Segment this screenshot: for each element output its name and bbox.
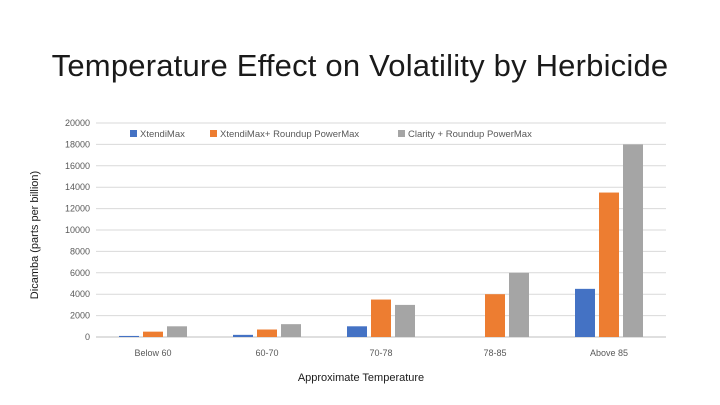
bar-xtendimax-4 — [575, 288, 595, 337]
bar-clarity-roundup-powermax-4 — [623, 144, 643, 337]
x-tick-label: 60-70 — [255, 348, 278, 358]
x-tick-label: Above 85 — [590, 348, 628, 358]
bar-xtendimax-2 — [347, 326, 367, 337]
legend-label: XtendiMax — [140, 129, 185, 140]
bar-xtendimax-roundup-powermax-1 — [257, 329, 277, 337]
y-tick-label: 18000 — [65, 139, 90, 149]
bar-xtendimax-roundup-powermax-2 — [371, 299, 391, 337]
y-tick-label: 16000 — [65, 161, 90, 171]
y-tick-label: 2000 — [70, 311, 90, 321]
legend-swatch — [210, 130, 217, 137]
y-tick-label: 6000 — [70, 268, 90, 278]
legend-swatch — [130, 130, 137, 137]
bar-xtendimax-0 — [119, 335, 139, 337]
x-tick-label: 70-78 — [369, 348, 392, 358]
y-tick-label: 14000 — [65, 182, 90, 192]
y-tick-label: 0 — [85, 332, 90, 342]
x-tick-label: Below 60 — [134, 348, 171, 358]
bar-clarity-roundup-powermax-1 — [281, 324, 301, 337]
bar-xtendimax-roundup-powermax-4 — [599, 192, 619, 337]
x-tick-label: 78-85 — [483, 348, 506, 358]
y-tick-label: 20000 — [65, 118, 90, 128]
x-axis-title: Approximate Temperature — [298, 372, 424, 384]
legend-label: Clarity + Roundup PowerMax — [408, 129, 532, 140]
y-axis-title: Dicamba (parts per billion) — [29, 171, 41, 299]
bar-clarity-roundup-powermax-2 — [395, 304, 415, 337]
legend-label: XtendiMax+ Roundup PowerMax — [220, 129, 359, 140]
bar-xtendimax-roundup-powermax-3 — [485, 294, 505, 337]
bar-clarity-roundup-powermax-3 — [509, 272, 529, 337]
y-tick-label: 4000 — [70, 289, 90, 299]
y-tick-label: 12000 — [65, 204, 90, 214]
bar-xtendimax-1 — [233, 334, 253, 337]
y-tick-label: 8000 — [70, 246, 90, 256]
bar-clarity-roundup-powermax-0 — [167, 326, 187, 337]
legend-swatch — [398, 130, 405, 137]
bar-xtendimax-roundup-powermax-0 — [143, 331, 163, 337]
y-tick-label: 10000 — [65, 225, 90, 235]
slide-title: Temperature Effect on Volatility by Herb… — [51, 48, 669, 83]
